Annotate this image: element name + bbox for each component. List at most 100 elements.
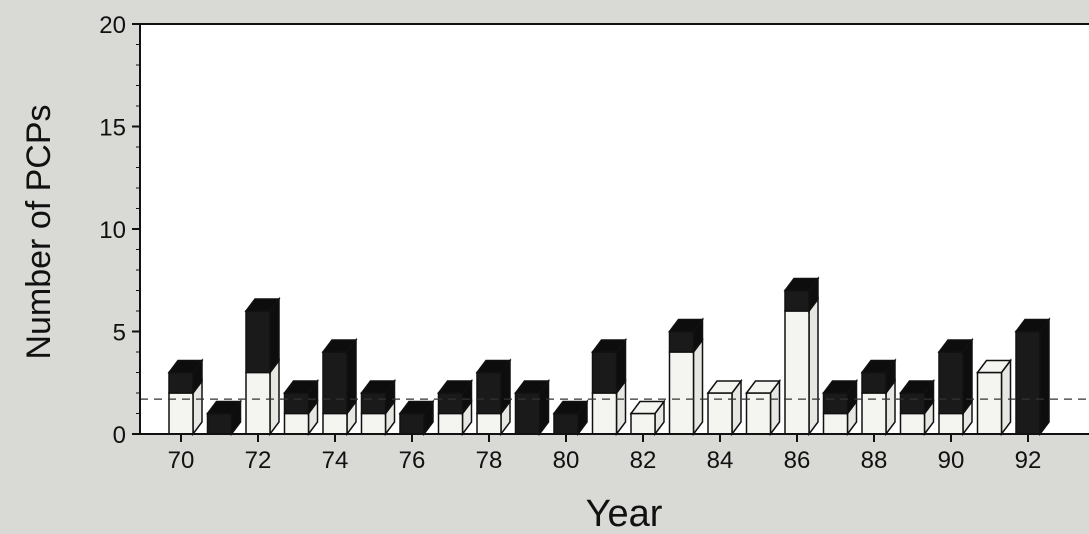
bar-top-face	[822, 380, 858, 394]
bar-top-face	[899, 380, 935, 394]
bar-segment	[437, 412, 464, 435]
bar-74	[321, 337, 358, 437]
bars-group	[167, 276, 1051, 437]
bar-top-face	[976, 359, 1012, 374]
bar-segment	[938, 412, 964, 435]
bar-segment	[861, 371, 887, 394]
y-tick-label: 15	[99, 115, 126, 142]
y-axis-ticks: 0 5 10 15 20	[99, 12, 140, 449]
x-tick-label: 76	[399, 447, 426, 474]
bar-segment	[360, 392, 387, 415]
x-tick-label: 90	[938, 447, 965, 474]
bar-top-face	[283, 380, 319, 394]
bar-segment	[322, 351, 348, 415]
x-tick-label: 72	[245, 447, 272, 474]
bar-segment	[168, 371, 194, 394]
bar-top-face	[475, 359, 512, 374]
bar-segment	[168, 392, 194, 435]
bar-77	[437, 378, 473, 437]
bar-78	[475, 358, 512, 437]
bar-71	[206, 399, 242, 437]
x-tick-label: 82	[630, 447, 657, 474]
bar-top-face	[360, 380, 396, 394]
x-tick-label: 88	[861, 447, 888, 474]
bar-top-face	[591, 339, 627, 353]
x-tick-label: 74	[322, 447, 349, 474]
x-tick-label: 80	[553, 447, 580, 474]
bar-segment	[476, 371, 502, 415]
bar-73	[283, 378, 319, 437]
bar-segment	[437, 392, 464, 415]
bar-segment	[745, 392, 772, 435]
bar-75	[360, 378, 396, 437]
x-axis-ticks: 70 72 74 76 78 80 82 84 86 88 90 92	[168, 434, 1041, 474]
bar-segment	[245, 310, 271, 374]
bar-top-face	[437, 380, 473, 394]
bar-segment	[822, 392, 849, 415]
bar-86	[783, 276, 820, 437]
bar-top-face	[321, 339, 358, 353]
bar-segment	[938, 351, 964, 415]
bar-92	[1014, 317, 1051, 437]
bar-top-face	[244, 298, 281, 312]
bar-87	[822, 378, 858, 437]
bar-side-face	[1039, 317, 1050, 437]
bar-top-face	[398, 400, 435, 415]
bar-segment	[899, 412, 926, 435]
bar-top-face	[860, 359, 897, 374]
bar-segment	[399, 412, 425, 435]
bar-top-face	[937, 339, 974, 353]
bar-segment	[283, 412, 310, 435]
x-axis-title: Year	[586, 493, 663, 534]
bar-segment	[360, 412, 387, 435]
bar-91	[976, 358, 1012, 437]
y-tick-label: 10	[99, 217, 126, 244]
bar-72	[244, 296, 281, 437]
bar-top-face	[745, 380, 781, 394]
bar-84	[706, 378, 743, 437]
bar-top-face	[167, 359, 204, 374]
bar-83	[668, 317, 704, 437]
bar-segment	[283, 392, 310, 415]
bar-88	[860, 358, 897, 437]
bar-side-face	[692, 337, 704, 437]
bar-segment	[322, 412, 348, 435]
bar-segment	[976, 371, 1003, 435]
x-tick-label: 84	[707, 447, 734, 474]
bar-segment	[668, 351, 695, 435]
bar-79	[514, 378, 550, 437]
y-tick-label: 5	[113, 320, 126, 347]
x-tick-label: 86	[784, 447, 811, 474]
bar-segment	[630, 412, 656, 435]
bar-segment	[591, 351, 618, 394]
bar-segment	[476, 412, 502, 435]
bar-80	[552, 399, 589, 437]
bar-top-face	[552, 400, 589, 415]
x-tick-label: 78	[476, 447, 503, 474]
bar-segment	[668, 330, 695, 353]
bar-90	[937, 337, 974, 437]
y-axis-title: Number of PCPs	[20, 104, 58, 359]
bar-top-face	[668, 318, 704, 333]
y-tick-label: 0	[113, 422, 126, 449]
bar-82	[629, 399, 666, 437]
bar-top-face	[206, 400, 242, 415]
bar-segment	[553, 412, 579, 435]
bar-side-face	[808, 296, 819, 437]
bar-segment	[245, 371, 271, 435]
bar-segment	[784, 289, 810, 312]
bar-segment	[784, 310, 810, 435]
bar-81	[591, 337, 627, 437]
bar-segment	[1015, 330, 1041, 435]
bar-top-face	[706, 380, 743, 394]
bar-top-face	[629, 400, 666, 415]
bar-89	[899, 378, 935, 437]
bar-85	[745, 378, 781, 437]
bar-76	[398, 399, 435, 437]
bar-segment	[206, 412, 233, 435]
bar-top-face	[1014, 318, 1051, 333]
y-tick-label: 20	[99, 12, 126, 39]
bar-top-face	[783, 277, 820, 292]
bar-segment	[899, 392, 926, 415]
